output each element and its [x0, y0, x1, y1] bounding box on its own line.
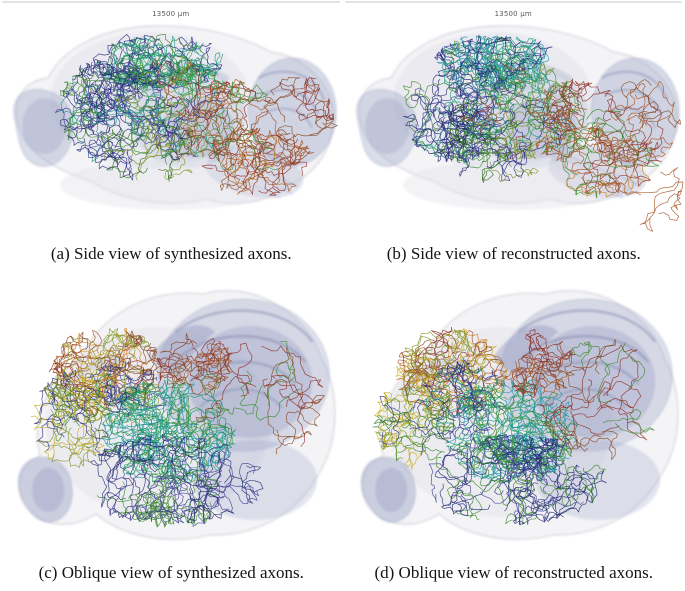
caption-cell-a: (a) Side view of synthesized axons. — [0, 244, 343, 264]
subfigure-c — [0, 272, 343, 554]
scale-bar-line — [2, 1, 340, 3]
brain-render-oblique-reconstructed — [360, 290, 678, 540]
caption-c: (c) Oblique view of synthesized axons. — [38, 562, 304, 582]
scale-bar-b: 13500 μm — [344, 1, 682, 18]
brain-render-oblique-synthesized — [18, 290, 336, 540]
panel-b: 13500 μm — [343, 0, 685, 236]
caption-cell-c: (c) Oblique view of synthesized axons. — [0, 563, 343, 583]
top-caption-row: (a) Side view of synthesized axons. (b) … — [0, 236, 685, 272]
subfigure-a: 13500 μm — [0, 0, 343, 236]
subfigure-d — [343, 272, 685, 554]
caption-cell-b: (b) Side view of reconstructed axons. — [343, 244, 685, 264]
brain-render-side-reconstructed — [355, 25, 683, 232]
scale-bar-line — [344, 1, 682, 3]
top-image-row: 13500 μm 13500 μm — [0, 0, 685, 236]
panel-c — [0, 272, 343, 554]
caption-d: (d) Oblique view of reconstructed axons. — [374, 562, 654, 582]
bottom-caption-row: (c) Oblique view of synthesized axons. (… — [0, 554, 685, 591]
bottom-image-row — [0, 272, 685, 554]
scale-bar-label: 13500 μm — [152, 10, 190, 18]
caption-b: (b) Side view of reconstructed axons. — [386, 244, 641, 263]
subfigure-b: 13500 μm — [343, 0, 685, 236]
scale-bar-a: 13500 μm — [2, 1, 340, 18]
caption-a: (a) Side view of synthesized axons. — [50, 244, 292, 263]
panel-d — [343, 272, 685, 554]
panel-a: 13500 μm — [0, 0, 343, 236]
scale-bar-label: 13500 μm — [494, 10, 532, 18]
brain-render-side-synthesized — [13, 25, 338, 210]
caption-cell-d: (d) Oblique view of reconstructed axons. — [343, 563, 685, 583]
